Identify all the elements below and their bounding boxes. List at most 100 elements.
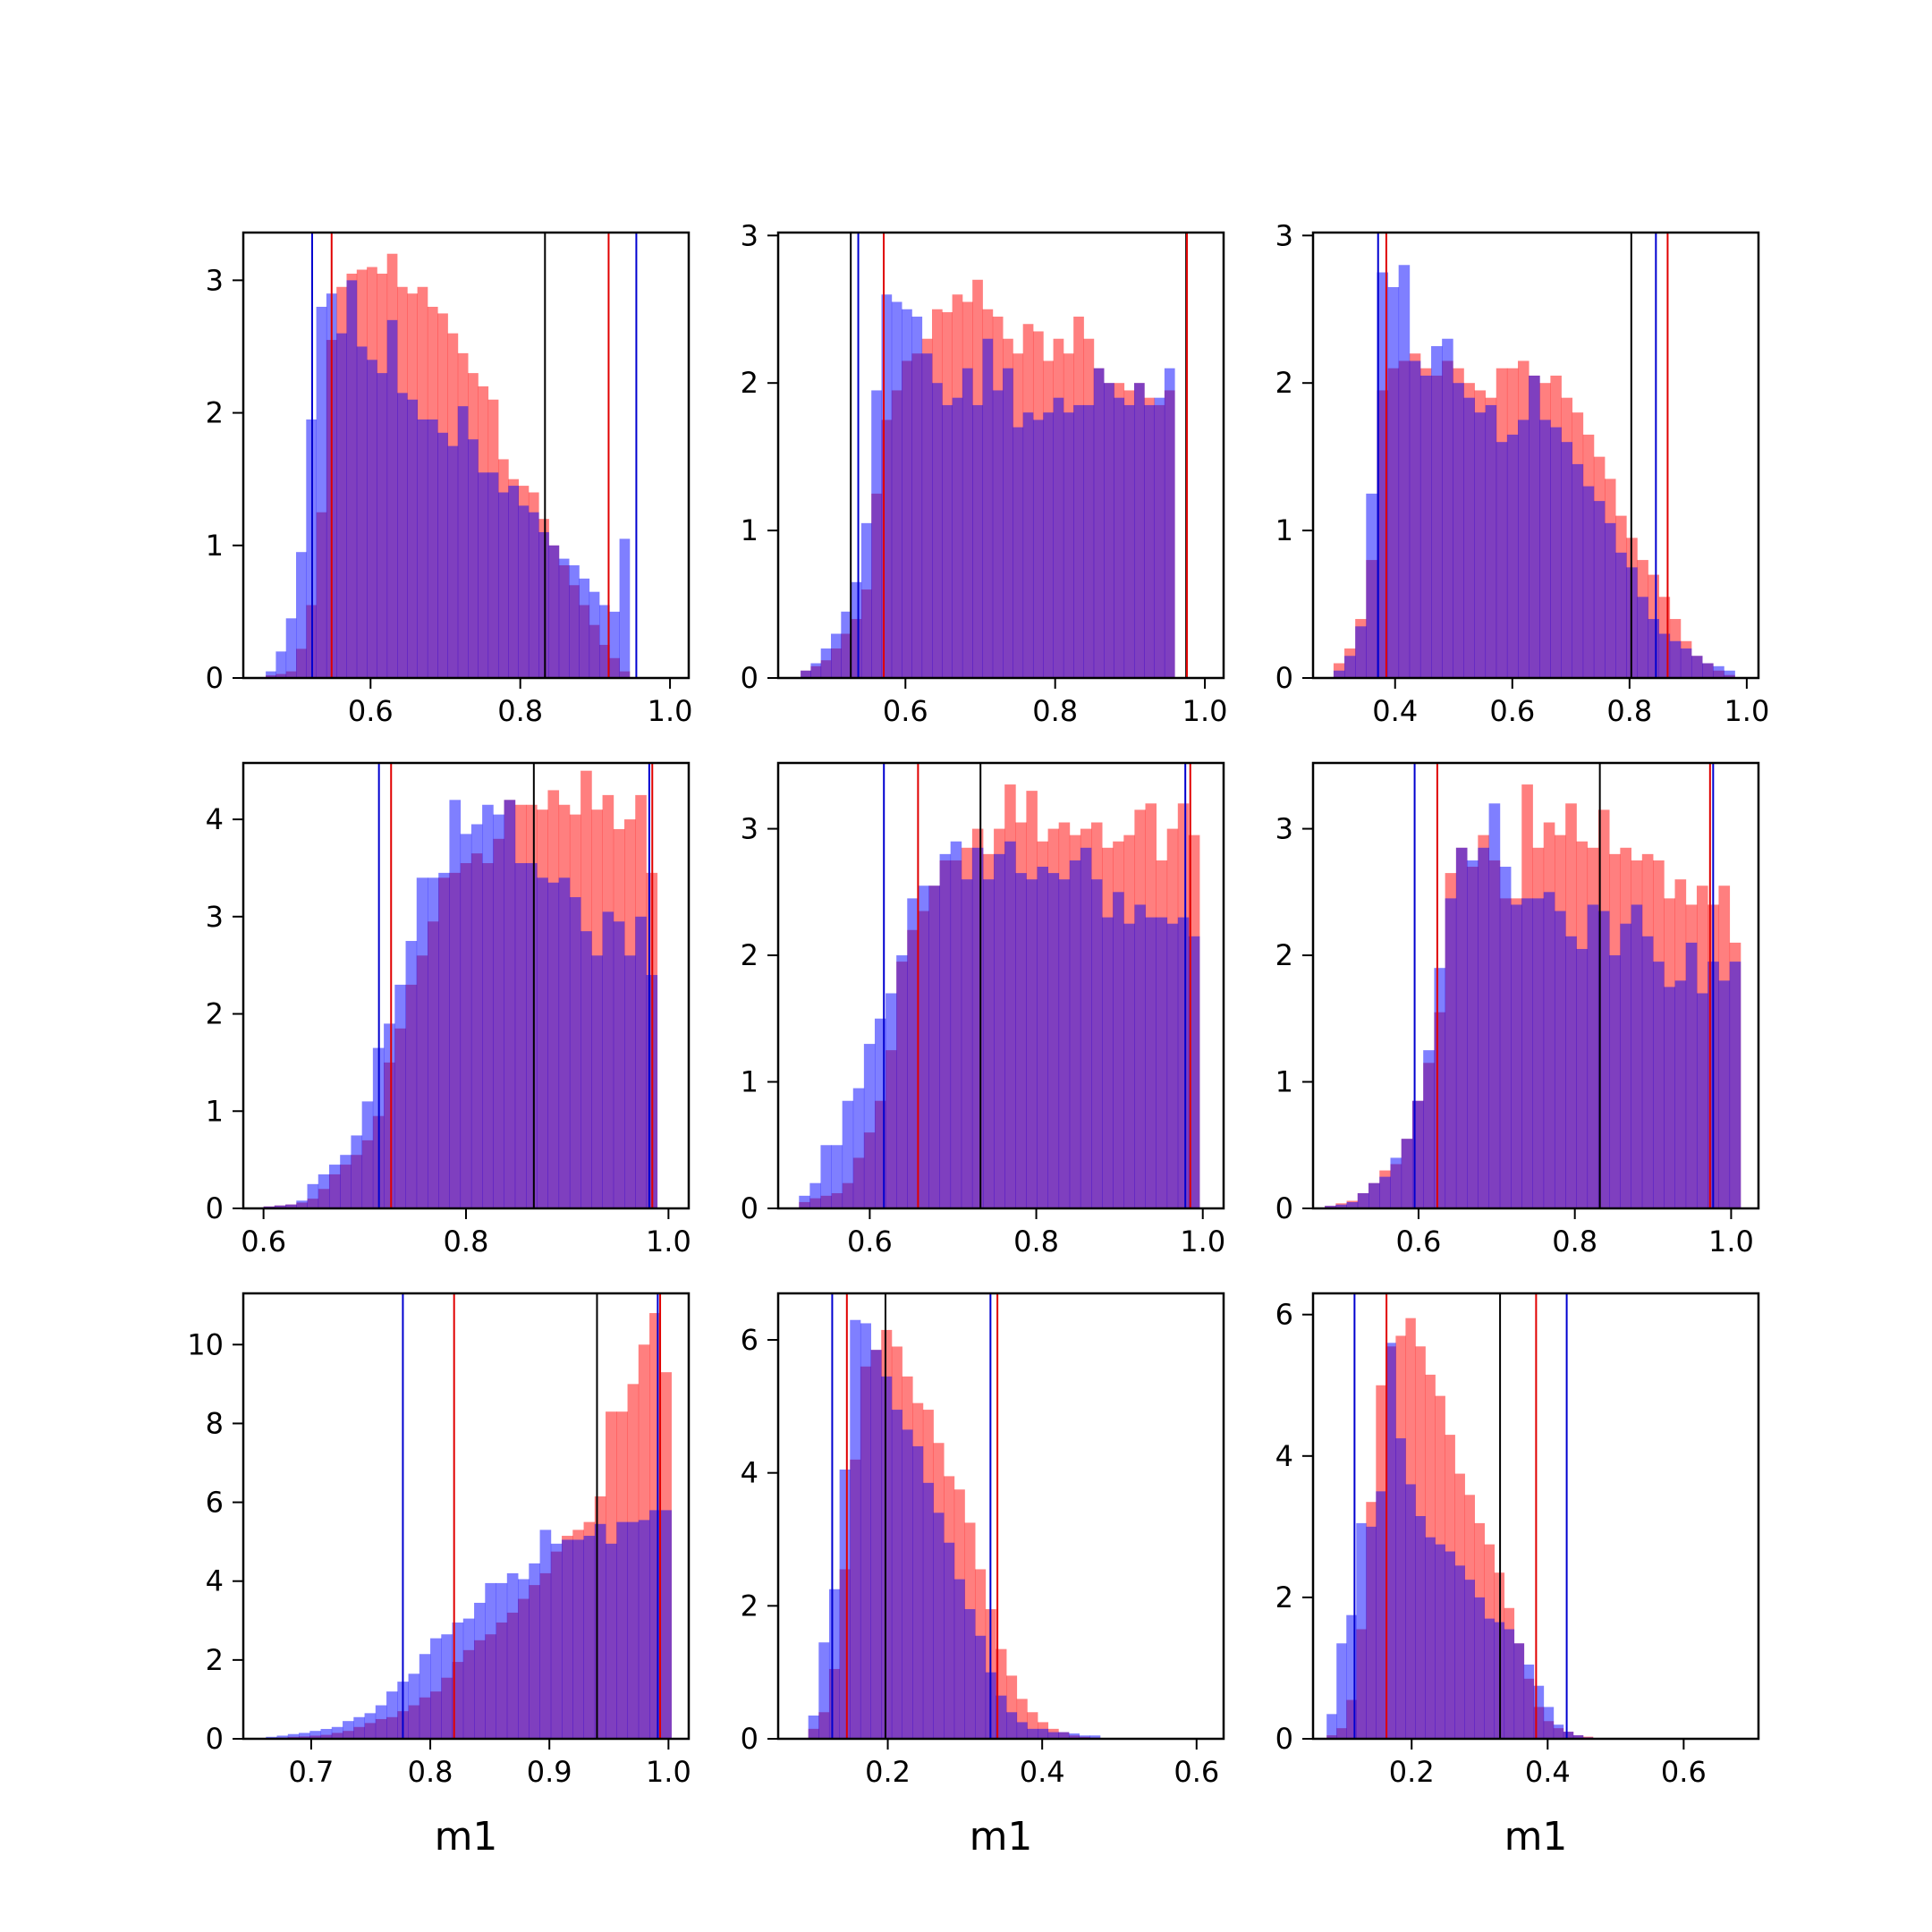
blue-bar <box>266 671 276 678</box>
x-tick-label: 0.8 <box>1032 694 1078 728</box>
y-tick-label: 0 <box>206 661 224 695</box>
blue-bar <box>1346 1201 1359 1208</box>
blue-bar <box>1015 873 1027 1208</box>
blue-bar <box>441 1634 453 1739</box>
axes-frame <box>776 231 1225 680</box>
blue-bar <box>460 834 472 1208</box>
blue-bar <box>430 1638 442 1739</box>
blue-bar <box>1615 552 1627 678</box>
blue-bar <box>1079 1735 1090 1739</box>
blue-bar <box>562 1539 573 1739</box>
blue-bar <box>356 346 368 678</box>
blue-bar <box>1485 404 1497 678</box>
axes-frame <box>1311 1292 1760 1741</box>
y-tick-label: 1 <box>206 529 224 563</box>
blue-bar <box>1499 867 1512 1208</box>
y-tick-label: 1 <box>1275 513 1293 547</box>
blue-bar <box>485 1582 496 1739</box>
blue-bar <box>624 955 636 1208</box>
blue-bar <box>1532 898 1545 1208</box>
x-tick-label: 0.6 <box>348 694 394 728</box>
blue-bar <box>493 814 504 1208</box>
blue-bar <box>296 1200 308 1208</box>
blue-bar <box>1729 962 1741 1208</box>
blue-bar <box>375 1705 387 1739</box>
blue-bar <box>1521 898 1533 1208</box>
blue-bar <box>971 847 984 1208</box>
blue-bar <box>1467 860 1479 1208</box>
blue-bar <box>452 1622 464 1739</box>
blue-bar <box>580 931 592 1208</box>
plot-area <box>801 233 1188 678</box>
blue-bar <box>1455 847 1468 1208</box>
x-tick-label: 0.6 <box>883 694 928 728</box>
y-tick-label: 0 <box>1275 661 1293 695</box>
blue-bar <box>1474 412 1487 678</box>
plot-area <box>808 1293 1101 1739</box>
blue-bar <box>309 1731 321 1739</box>
blue-bar <box>1631 904 1643 1208</box>
blue-bar <box>638 1520 650 1739</box>
blue-bar <box>419 1654 431 1739</box>
blue-bar <box>1166 923 1179 1208</box>
blue-bar <box>438 872 450 1208</box>
x-tick-label: 0.4 <box>1372 694 1418 728</box>
blue-bar <box>852 1088 865 1208</box>
blue-bar <box>828 1589 841 1739</box>
blue-bar <box>1366 493 1377 678</box>
blue-bar <box>1582 486 1595 678</box>
blue-bar <box>1346 1614 1357 1739</box>
axes-frame <box>776 1292 1225 1741</box>
blue-bar <box>462 1618 475 1739</box>
blue-bar <box>1027 1728 1038 1739</box>
blue-bar <box>1058 1732 1070 1739</box>
blue-bar <box>1587 904 1599 1208</box>
blue-bar <box>1355 626 1367 678</box>
blue-bar <box>1690 656 1703 678</box>
y-tick-label: 2 <box>1275 938 1293 972</box>
blue-bar <box>1063 412 1074 678</box>
y-tick-label: 0 <box>206 1722 224 1756</box>
blue-bar <box>497 492 509 678</box>
blue-bar <box>1405 1484 1416 1739</box>
blue-bar <box>820 1145 832 1208</box>
y-tick-label: 2 <box>206 997 224 1031</box>
histogram-panel-4: 0.6 0.8 1.0 0 1 2 3 4 <box>206 761 691 1258</box>
blue-bar <box>1648 619 1659 678</box>
blue-bar <box>299 1733 310 1739</box>
blue-bar <box>939 853 952 1208</box>
blue-bar <box>417 419 428 678</box>
blue-bar <box>468 439 479 678</box>
x-axis-title: m1 <box>1504 1814 1568 1860</box>
blue-bar <box>1576 948 1589 1208</box>
blue-bar <box>1344 656 1356 678</box>
blue-bar <box>881 1376 893 1739</box>
blue-bar <box>539 1530 552 1739</box>
blue-bar <box>1093 368 1105 678</box>
blue-bar <box>831 1145 843 1208</box>
blue-bar <box>361 1101 374 1208</box>
blue-bar <box>918 886 929 1208</box>
y-tick-label: 0 <box>1275 1722 1293 1756</box>
blue-bar <box>1563 1732 1574 1739</box>
blue-bar <box>1336 1643 1347 1739</box>
blue-bar <box>1376 1491 1386 1739</box>
y-tick-label: 6 <box>1275 1298 1293 1332</box>
blue-bar <box>902 309 912 678</box>
blue-bar <box>1038 1728 1049 1739</box>
blue-bar <box>1083 404 1095 678</box>
y-tick-label: 2 <box>741 938 758 972</box>
y-tick-label: 4 <box>206 802 224 836</box>
blue-bar <box>1478 847 1489 1208</box>
blue-bar <box>275 651 287 678</box>
blue-bar <box>1026 879 1038 1208</box>
blue-bar <box>558 877 571 1208</box>
blue-bar <box>932 383 943 678</box>
blue-bar <box>1445 898 1457 1208</box>
blue-bar <box>1114 397 1125 678</box>
blue-bar <box>1385 1343 1396 1739</box>
plot-area <box>263 763 658 1208</box>
blue-bar <box>950 841 962 1208</box>
blue-bar <box>660 1510 672 1739</box>
blue-bar <box>397 393 408 678</box>
